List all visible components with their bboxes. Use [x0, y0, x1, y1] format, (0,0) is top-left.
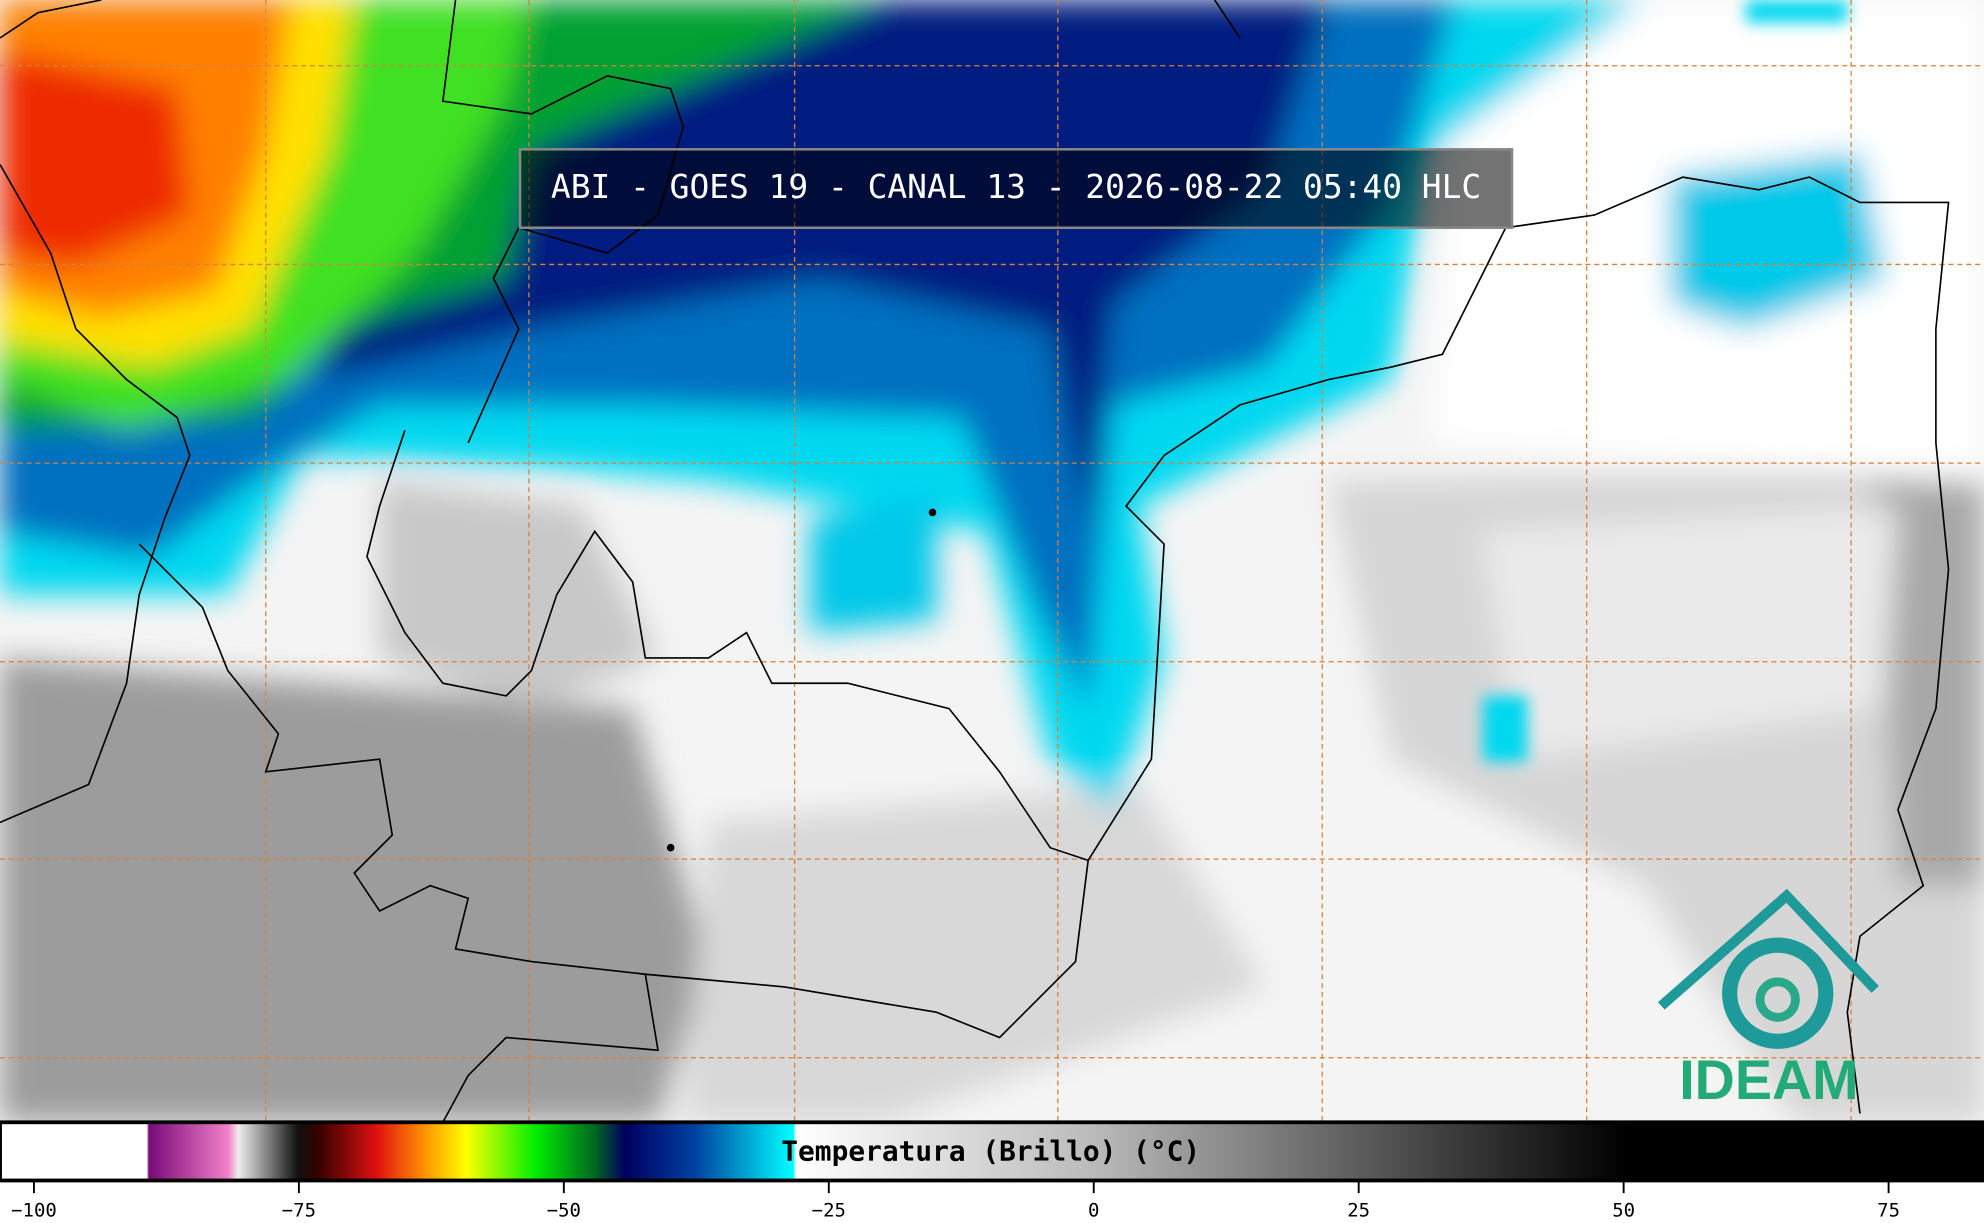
tick-label: 50 [1612, 1199, 1635, 1221]
tick-label: −25 [812, 1199, 846, 1221]
colorbar: Temperatura (Brillo) (°C) −100 −75 −50 −25 0… [0, 1120, 1984, 1221]
tick-label: −75 [282, 1199, 316, 1221]
tick-label: 0 [1088, 1199, 1099, 1221]
title-box: ABI - GOES 19 - CANAL 13 - 2026-08-22 05… [518, 148, 1514, 230]
tick-label: −100 [11, 1199, 57, 1221]
graticule [0, 0, 1984, 1123]
colorbar-label: Temperatura (Brillo) (°C) [781, 1135, 1200, 1168]
logo: IDEAM [1657, 888, 1879, 1111]
logo-text: IDEAM [1679, 1049, 1858, 1111]
title: ABI - GOES 19 - CANAL 13 - 2026-08-22 05… [551, 167, 1481, 206]
tick-label: 75 [1877, 1199, 1900, 1221]
tick-label: −50 [547, 1199, 581, 1221]
tick-label: 25 [1347, 1199, 1370, 1221]
